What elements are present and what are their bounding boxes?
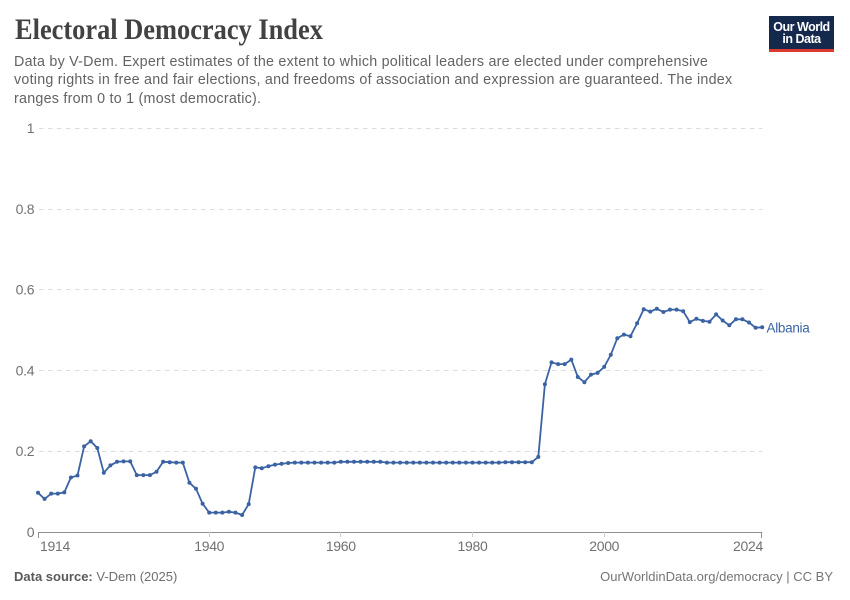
svg-text:0.6: 0.6 <box>16 282 35 298</box>
svg-text:0.8: 0.8 <box>16 201 35 217</box>
svg-text:1980: 1980 <box>458 538 488 554</box>
svg-text:1: 1 <box>27 120 35 136</box>
svg-text:2024: 2024 <box>733 538 763 554</box>
svg-text:0.2: 0.2 <box>16 443 35 459</box>
svg-text:Albania: Albania <box>767 321 811 336</box>
svg-text:0.4: 0.4 <box>16 362 35 378</box>
svg-text:0: 0 <box>27 524 35 540</box>
svg-text:1940: 1940 <box>194 538 224 554</box>
svg-text:1914: 1914 <box>40 538 70 554</box>
svg-text:1960: 1960 <box>326 538 356 554</box>
svg-text:2000: 2000 <box>589 538 619 554</box>
